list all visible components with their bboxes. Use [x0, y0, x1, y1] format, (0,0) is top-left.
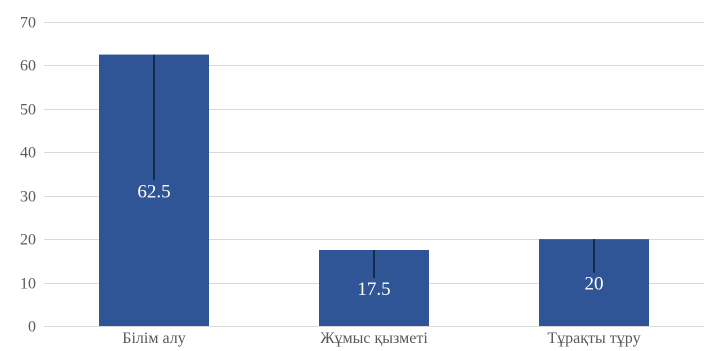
y-tick-label: 50 — [20, 102, 36, 119]
y-tick-label: 70 — [20, 15, 36, 32]
x-axis-labels: Білім алу Жұмыс қызметі Тұрақты тұру — [122, 330, 640, 347]
data-labels: 62.5 17.5 20 — [137, 181, 603, 300]
x-category-label: Білім алу — [122, 330, 185, 347]
bars — [99, 54, 649, 326]
y-tick-label: 20 — [20, 232, 36, 249]
data-label: 17.5 — [357, 279, 390, 300]
x-category-label: Жұмыс қызметі — [320, 330, 428, 347]
y-tick-label: 0 — [28, 319, 36, 336]
data-label: 20 — [585, 274, 604, 295]
y-tick-label: 40 — [20, 145, 36, 162]
y-axis-ticks: 0 10 20 30 40 50 60 70 — [20, 15, 36, 336]
y-tick-label: 60 — [20, 58, 36, 75]
y-tick-label: 10 — [20, 276, 36, 293]
data-label: 62.5 — [137, 181, 170, 202]
x-category-label: Тұрақты тұру — [547, 330, 640, 347]
y-tick-label: 30 — [20, 189, 36, 206]
